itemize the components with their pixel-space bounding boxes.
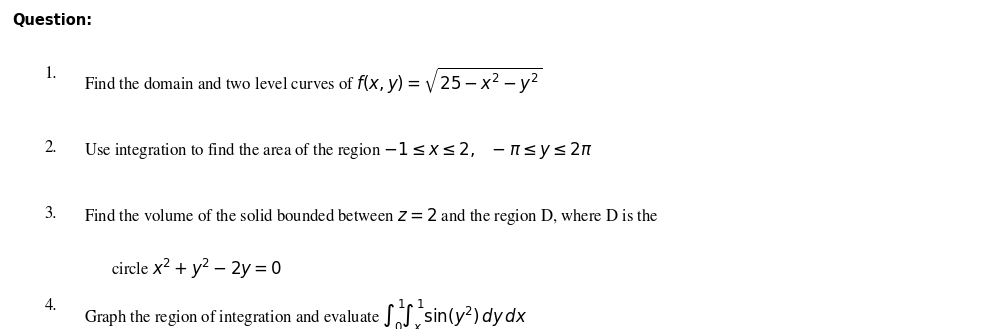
Text: 2.: 2. [45, 140, 57, 156]
Text: 4.: 4. [45, 298, 57, 314]
Text: 3.: 3. [45, 206, 56, 222]
Text: Graph the region of integration and evaluate $\int_0^1\!\int_x^1 \sin(y^2)\,dy\,: Graph the region of integration and eval… [84, 298, 527, 329]
Text: Question:: Question: [12, 13, 92, 28]
Text: circle $x^2 + y^2 - 2y = 0$: circle $x^2 + y^2 - 2y = 0$ [111, 257, 282, 281]
Text: Find the volume of the solid bounded between $z = 2$ and the region D, where D i: Find the volume of the solid bounded bet… [84, 206, 659, 227]
Text: Find the domain and two level curves of $f(x,y) = \sqrt{25 - x^2 - y^2}$: Find the domain and two level curves of … [84, 66, 543, 96]
Text: Use integration to find the area of the region $-1 \leq x \leq 2, \ \ -\pi \leq : Use integration to find the area of the … [84, 140, 593, 161]
Text: 1.: 1. [45, 66, 57, 82]
